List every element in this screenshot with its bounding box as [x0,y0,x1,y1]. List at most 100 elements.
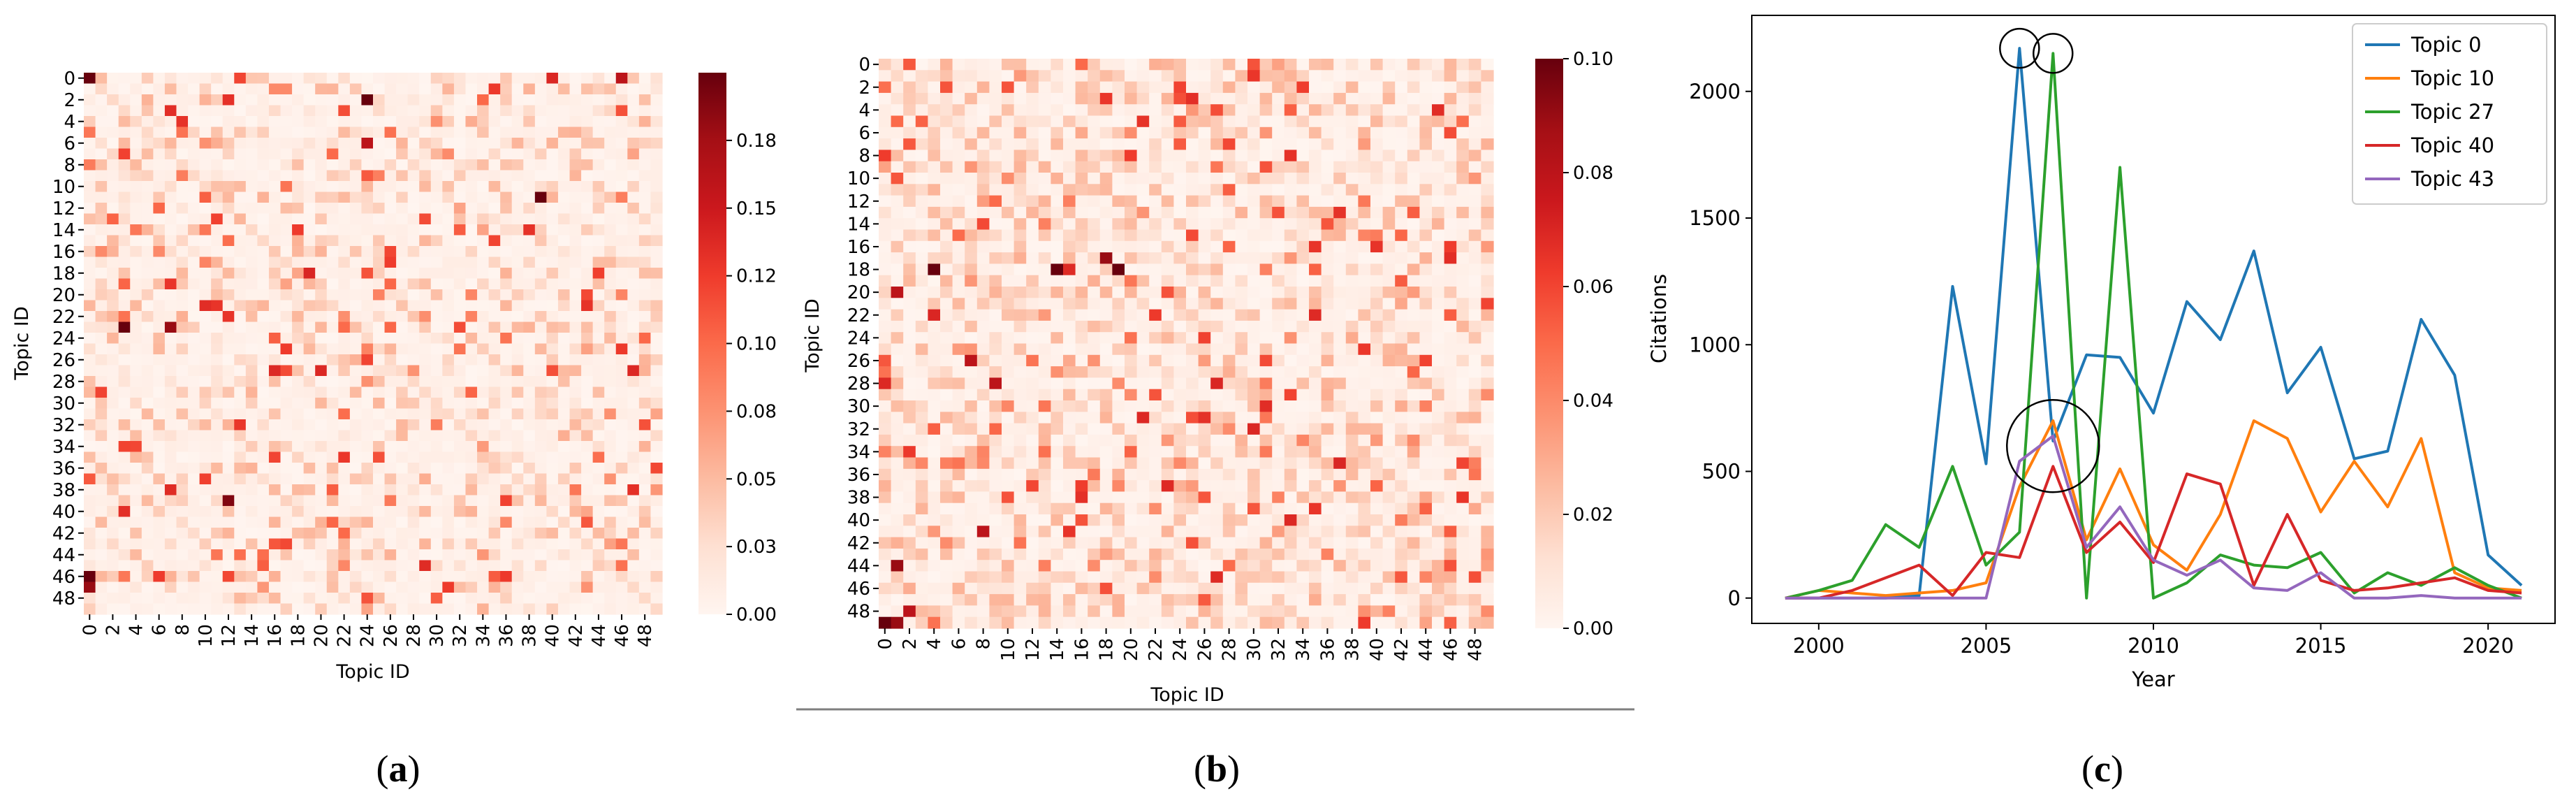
heatmap-cell [903,526,916,538]
heatmap-cell [1136,81,1150,94]
heatmap-cell [1075,537,1088,549]
heatmap-cell [1186,560,1199,572]
heatmap-cell [546,105,559,117]
heatmap-cell [940,150,953,162]
heatmap-cell [477,365,490,377]
heatmap-cell [604,603,617,615]
heatmap-cell [1210,457,1224,470]
heatmap-cell [546,289,559,301]
heatmap-cell [292,603,305,615]
heatmap-cell [257,126,270,138]
heatmap-cell [453,398,467,410]
heatmap-cell [303,246,316,258]
heatmap-cell [118,365,131,377]
heatmap-cell [1358,377,1371,390]
heatmap-cell [361,148,374,160]
heatmap-cell [1063,138,1076,150]
heatmap-cell [1173,92,1187,105]
heatmap-cell [430,235,443,247]
heatmap-cell [349,549,363,561]
heatmap-cell [153,419,166,431]
heatmap-cell [965,195,978,208]
heatmap-cell [903,115,916,128]
heatmap-cell [1002,366,1015,378]
heatmap-cell [107,159,119,171]
heatmap-cell [1136,309,1150,321]
heatmap-cell [188,398,200,410]
heatmap-cell [1259,571,1273,584]
heatmap-cell [349,105,363,117]
heatmap-cell [1481,126,1494,139]
heatmap-cell [1272,446,1285,458]
heatmap-cell [879,161,892,173]
heatmap-cell [176,94,189,106]
heatmap-cell [211,83,224,95]
heatmap-cell [1173,218,1187,231]
heatmap-cell [211,289,224,301]
heatmap-cell [107,213,119,225]
heatmap-cell [338,203,351,215]
heatmap-cell [1161,298,1174,310]
heatmap-cell [292,235,305,247]
heatmap-cell [1296,206,1310,219]
heatmap-cell [326,148,339,160]
heatmap-cell [453,386,467,398]
heatmap-cell [442,73,455,85]
heatmap-cell [1210,526,1224,538]
heatmap-cell [326,105,339,117]
heatmap-cell [465,419,478,431]
heatmap-cell [879,320,892,333]
heatmap-cell [396,94,409,106]
heatmap-cell [95,538,108,550]
heatmap-cell [430,321,443,333]
heatmap-cell [1186,526,1199,538]
heatmap-cell [245,549,258,561]
y-tick-label: 42 [52,523,75,544]
heatmap-cell [118,376,131,388]
heatmap-cell [222,593,235,605]
heatmap-cell [130,441,142,453]
heatmap-cell [384,278,397,290]
heatmap-cell [581,83,594,95]
heatmap-cell [361,528,374,540]
heatmap-cell [84,603,96,615]
heatmap-cell [1259,548,1273,560]
heatmap-cell [1259,480,1273,492]
heatmap-cell [546,126,559,138]
heatmap-cell [1382,548,1396,560]
heatmap-cell [627,430,640,442]
heatmap-cell [1063,287,1076,298]
heatmap-cell [1198,582,1211,595]
heatmap-cell [1247,240,1261,253]
heatmap-cell [627,549,640,561]
heatmap-cell [1284,298,1297,310]
heatmap-cell [1198,104,1211,117]
heatmap-cell [338,333,351,345]
heatmap-cell [557,278,571,290]
heatmap-cell [1013,446,1027,458]
heatmap-cell [164,268,177,280]
heatmap-cell [891,161,904,173]
heatmap-cell [989,104,1002,117]
heatmap-cell [500,73,513,85]
heatmap-cell [1456,377,1470,390]
heatmap-cell [1419,298,1433,310]
heatmap-cell [234,289,247,301]
heatmap-cell [928,343,941,356]
heatmap-cell [1075,502,1088,515]
heatmap-cell [477,333,490,345]
heatmap-cell [84,105,96,117]
heatmap-cell [1481,320,1494,333]
heatmap-cell [903,377,916,390]
heatmap-cell [976,377,990,390]
heatmap-cell [1026,81,1039,94]
heatmap-cell [95,203,108,215]
heatmap-cell [976,150,990,162]
heatmap-cell [523,398,536,410]
heatmap-cell [176,191,189,203]
heatmap-cell [1173,389,1187,401]
heatmap-cell [1075,377,1088,390]
heatmap-cell [84,376,96,388]
heatmap-cell [234,213,247,225]
heatmap-cell [1026,184,1039,196]
